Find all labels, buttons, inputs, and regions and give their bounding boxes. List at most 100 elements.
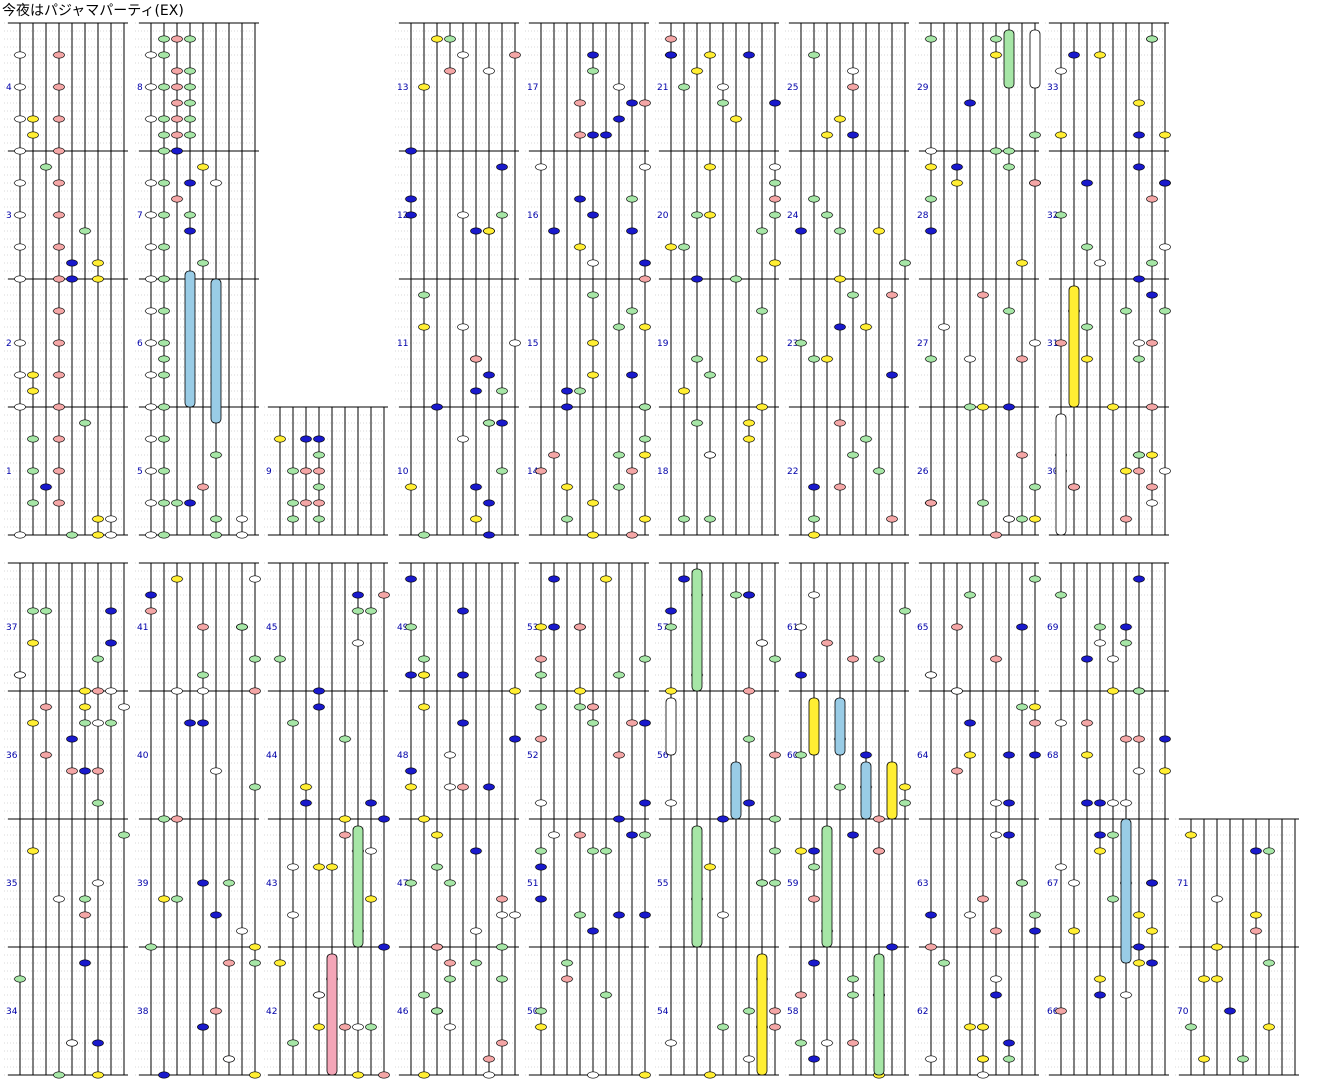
note bbox=[587, 131, 599, 139]
long-note bbox=[691, 568, 703, 692]
note bbox=[92, 687, 104, 695]
note bbox=[613, 911, 625, 919]
note bbox=[574, 387, 586, 395]
note bbox=[587, 531, 599, 539]
note bbox=[613, 115, 625, 123]
note bbox=[145, 115, 157, 123]
note bbox=[704, 451, 716, 459]
measure-number: 29 bbox=[917, 83, 929, 93]
note bbox=[964, 719, 976, 727]
note bbox=[951, 687, 963, 695]
note bbox=[626, 371, 638, 379]
note bbox=[418, 815, 430, 823]
note bbox=[808, 895, 820, 903]
note bbox=[665, 1039, 677, 1047]
note bbox=[145, 243, 157, 251]
long-note bbox=[665, 697, 677, 756]
note bbox=[990, 655, 1002, 663]
note bbox=[405, 483, 417, 491]
note bbox=[977, 1023, 989, 1031]
note bbox=[378, 943, 390, 951]
measure-number: 51 bbox=[527, 879, 538, 889]
note bbox=[14, 179, 26, 187]
note bbox=[145, 943, 157, 951]
note bbox=[834, 783, 846, 791]
note bbox=[613, 751, 625, 759]
note bbox=[14, 147, 26, 155]
note bbox=[287, 499, 299, 507]
note bbox=[1094, 259, 1106, 267]
note bbox=[40, 703, 52, 711]
note bbox=[808, 515, 820, 523]
note bbox=[704, 1071, 716, 1079]
note bbox=[66, 735, 78, 743]
measure-number: 45 bbox=[266, 623, 277, 633]
note bbox=[287, 911, 299, 919]
note bbox=[496, 211, 508, 219]
note bbox=[79, 719, 91, 727]
note bbox=[27, 371, 39, 379]
note bbox=[184, 83, 196, 91]
note bbox=[1211, 975, 1223, 983]
note bbox=[287, 467, 299, 475]
note bbox=[145, 403, 157, 411]
measure-number: 55 bbox=[657, 879, 668, 889]
note bbox=[1094, 847, 1106, 855]
note bbox=[158, 435, 170, 443]
note bbox=[236, 531, 248, 539]
note bbox=[1055, 1007, 1067, 1015]
note bbox=[574, 195, 586, 203]
note bbox=[313, 435, 325, 443]
note bbox=[587, 291, 599, 299]
note bbox=[158, 371, 170, 379]
measure-number: 42 bbox=[266, 1007, 277, 1017]
note bbox=[365, 895, 377, 903]
note bbox=[1146, 451, 1158, 459]
note bbox=[795, 339, 807, 347]
long-note bbox=[1029, 29, 1041, 89]
note bbox=[873, 655, 885, 663]
note bbox=[535, 671, 547, 679]
note bbox=[1120, 735, 1132, 743]
note bbox=[313, 687, 325, 695]
note bbox=[834, 115, 846, 123]
note bbox=[925, 163, 937, 171]
note bbox=[1159, 243, 1171, 251]
note bbox=[847, 991, 859, 999]
note bbox=[210, 767, 222, 775]
note bbox=[1133, 99, 1145, 107]
note bbox=[405, 575, 417, 583]
note bbox=[105, 515, 117, 523]
note bbox=[105, 639, 117, 647]
note bbox=[92, 1071, 104, 1079]
note bbox=[1029, 703, 1041, 711]
note bbox=[1146, 339, 1158, 347]
note bbox=[184, 499, 196, 507]
note bbox=[92, 655, 104, 663]
note bbox=[313, 451, 325, 459]
measure-number: 41 bbox=[137, 623, 148, 633]
note bbox=[158, 179, 170, 187]
note bbox=[574, 831, 586, 839]
measure-number: 23 bbox=[787, 339, 798, 349]
note bbox=[496, 943, 508, 951]
note bbox=[14, 339, 26, 347]
note bbox=[223, 1055, 235, 1063]
note bbox=[405, 195, 417, 203]
note bbox=[53, 467, 65, 475]
note bbox=[1003, 751, 1015, 759]
note bbox=[66, 259, 78, 267]
note bbox=[548, 451, 560, 459]
note bbox=[145, 275, 157, 283]
note bbox=[1029, 131, 1041, 139]
note bbox=[639, 259, 651, 267]
note bbox=[1068, 879, 1080, 887]
note bbox=[249, 783, 261, 791]
note bbox=[171, 35, 183, 43]
measure-number: 19 bbox=[657, 339, 669, 349]
note bbox=[66, 1039, 78, 1047]
note bbox=[639, 719, 651, 727]
measure-number: 24 bbox=[787, 211, 799, 221]
note bbox=[197, 259, 209, 267]
